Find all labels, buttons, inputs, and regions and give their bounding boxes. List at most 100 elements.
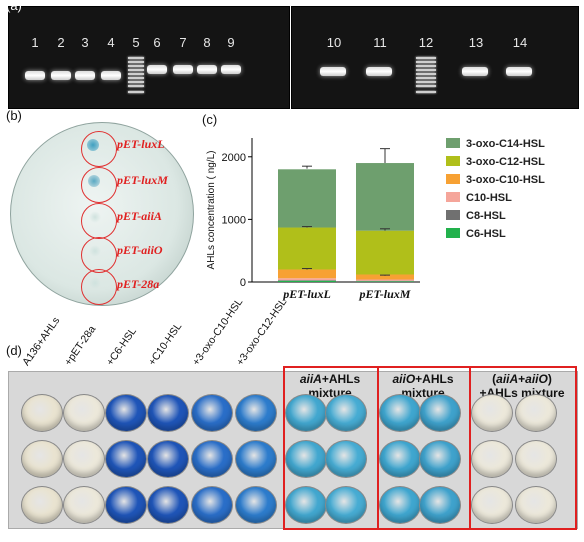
plate-label: pET-aiiA bbox=[117, 209, 162, 223]
dna-band bbox=[506, 67, 532, 76]
lane-number: 3 bbox=[81, 35, 89, 50]
panel-label-a: (a) bbox=[6, 0, 22, 13]
y-tick-label: 0 bbox=[240, 277, 246, 289]
well bbox=[515, 440, 557, 478]
well bbox=[379, 486, 421, 524]
box-plus: + bbox=[518, 372, 526, 386]
ladder-band bbox=[128, 61, 144, 63]
ladder-band bbox=[128, 69, 144, 71]
dna-band bbox=[197, 65, 217, 74]
panel-label-c: (c) bbox=[202, 112, 218, 127]
ladder-band bbox=[416, 91, 436, 93]
well bbox=[147, 394, 189, 432]
well bbox=[235, 394, 277, 432]
ladder-band bbox=[416, 81, 436, 83]
x-tick-label: pET-luxL bbox=[282, 287, 331, 301]
lane-number: 8 bbox=[203, 35, 211, 50]
bar-segment bbox=[356, 279, 414, 281]
box-rest: +AHLs bbox=[321, 372, 361, 386]
lane-number: 4 bbox=[107, 35, 115, 50]
dna-band bbox=[101, 71, 121, 80]
well bbox=[419, 440, 461, 478]
well bbox=[105, 440, 147, 478]
ladder-band bbox=[416, 57, 436, 59]
legend-label: 3-oxo-C14-HSL bbox=[466, 138, 545, 150]
bar-segment bbox=[356, 230, 414, 275]
well bbox=[191, 394, 233, 432]
well bbox=[471, 486, 513, 524]
plate-spot-blue bbox=[88, 175, 100, 187]
well bbox=[21, 394, 63, 432]
lane-number: 13 bbox=[468, 35, 484, 50]
column-label: +C10-HSL bbox=[146, 320, 185, 368]
box-open: ( bbox=[492, 372, 497, 386]
well bbox=[63, 486, 105, 524]
ladder-band bbox=[416, 85, 436, 87]
box-enzyme2: aiiO bbox=[525, 372, 548, 386]
ladder-band bbox=[416, 69, 436, 71]
ladder-band bbox=[416, 65, 436, 67]
well bbox=[325, 486, 367, 524]
bar-segment bbox=[356, 274, 414, 280]
ladder-band bbox=[416, 77, 436, 79]
plate-label: pET-28a bbox=[117, 277, 160, 291]
well bbox=[147, 486, 189, 524]
y-axis-label: AHLs concentration ( ng/L) bbox=[206, 151, 217, 270]
legend-swatch bbox=[446, 228, 460, 238]
well bbox=[419, 394, 461, 432]
stacked-bar-chart: 0 1000 2000 AHLs concentration ( ng/L) pET-l… bbox=[206, 138, 545, 301]
well bbox=[285, 394, 327, 432]
well bbox=[105, 394, 147, 432]
plate-label: pET-aiiO bbox=[117, 243, 163, 257]
well bbox=[21, 440, 63, 478]
lane-number: 10 bbox=[326, 35, 342, 50]
ladder-band bbox=[128, 65, 144, 67]
y-tick-label: 1000 bbox=[222, 214, 246, 226]
lane-number: 12 bbox=[418, 35, 434, 50]
well bbox=[379, 394, 421, 432]
dna-band bbox=[173, 65, 193, 74]
box-enzyme: aiiO bbox=[392, 372, 416, 386]
ladder-band bbox=[416, 73, 436, 75]
well bbox=[191, 486, 233, 524]
well bbox=[471, 440, 513, 478]
plate-spot-clear bbox=[89, 245, 101, 257]
well bbox=[235, 486, 277, 524]
panel-label-d: (d) bbox=[6, 343, 22, 358]
dna-band bbox=[25, 71, 45, 80]
agar-plate: pET-luxL pET-luxM pET-aiiA pET-aiiO pET-… bbox=[10, 122, 194, 306]
lane-number: 11 bbox=[373, 35, 387, 50]
legend-label: C8-HSL bbox=[466, 210, 506, 222]
gel-image-right: 10 11 12 13 14 bbox=[291, 6, 579, 109]
box-rest: +AHLs bbox=[415, 372, 454, 386]
bar-segment bbox=[278, 280, 336, 282]
ladder-band bbox=[128, 91, 144, 93]
plate-ring bbox=[81, 131, 117, 167]
lane-number: 6 bbox=[153, 35, 161, 50]
lane-number: 9 bbox=[227, 35, 235, 50]
bar-segment bbox=[278, 278, 336, 281]
well bbox=[515, 486, 557, 524]
well bbox=[63, 394, 105, 432]
bar-segment bbox=[278, 169, 336, 228]
bar-segment bbox=[356, 280, 414, 282]
lane-number: 14 bbox=[512, 35, 528, 50]
bar-segment bbox=[356, 281, 414, 282]
box-close: ) bbox=[547, 372, 552, 386]
plate-label: pET-luxM bbox=[117, 173, 168, 187]
well bbox=[379, 440, 421, 478]
group-box-aiiA-aiiO bbox=[469, 366, 577, 530]
plate-label: pET-luxL bbox=[117, 137, 165, 151]
legend-swatch bbox=[446, 192, 460, 202]
legend-label: 3-oxo-C12-HSL bbox=[466, 156, 545, 168]
well bbox=[325, 394, 367, 432]
plate-ring bbox=[81, 269, 117, 305]
legend-swatch bbox=[446, 156, 460, 166]
well bbox=[147, 440, 189, 478]
bar-segment bbox=[356, 163, 414, 231]
legend-label: C10-HSL bbox=[466, 192, 512, 204]
ladder-band bbox=[128, 85, 144, 87]
well bbox=[235, 440, 277, 478]
bar-segment bbox=[278, 280, 336, 281]
ladder-band bbox=[128, 73, 144, 75]
